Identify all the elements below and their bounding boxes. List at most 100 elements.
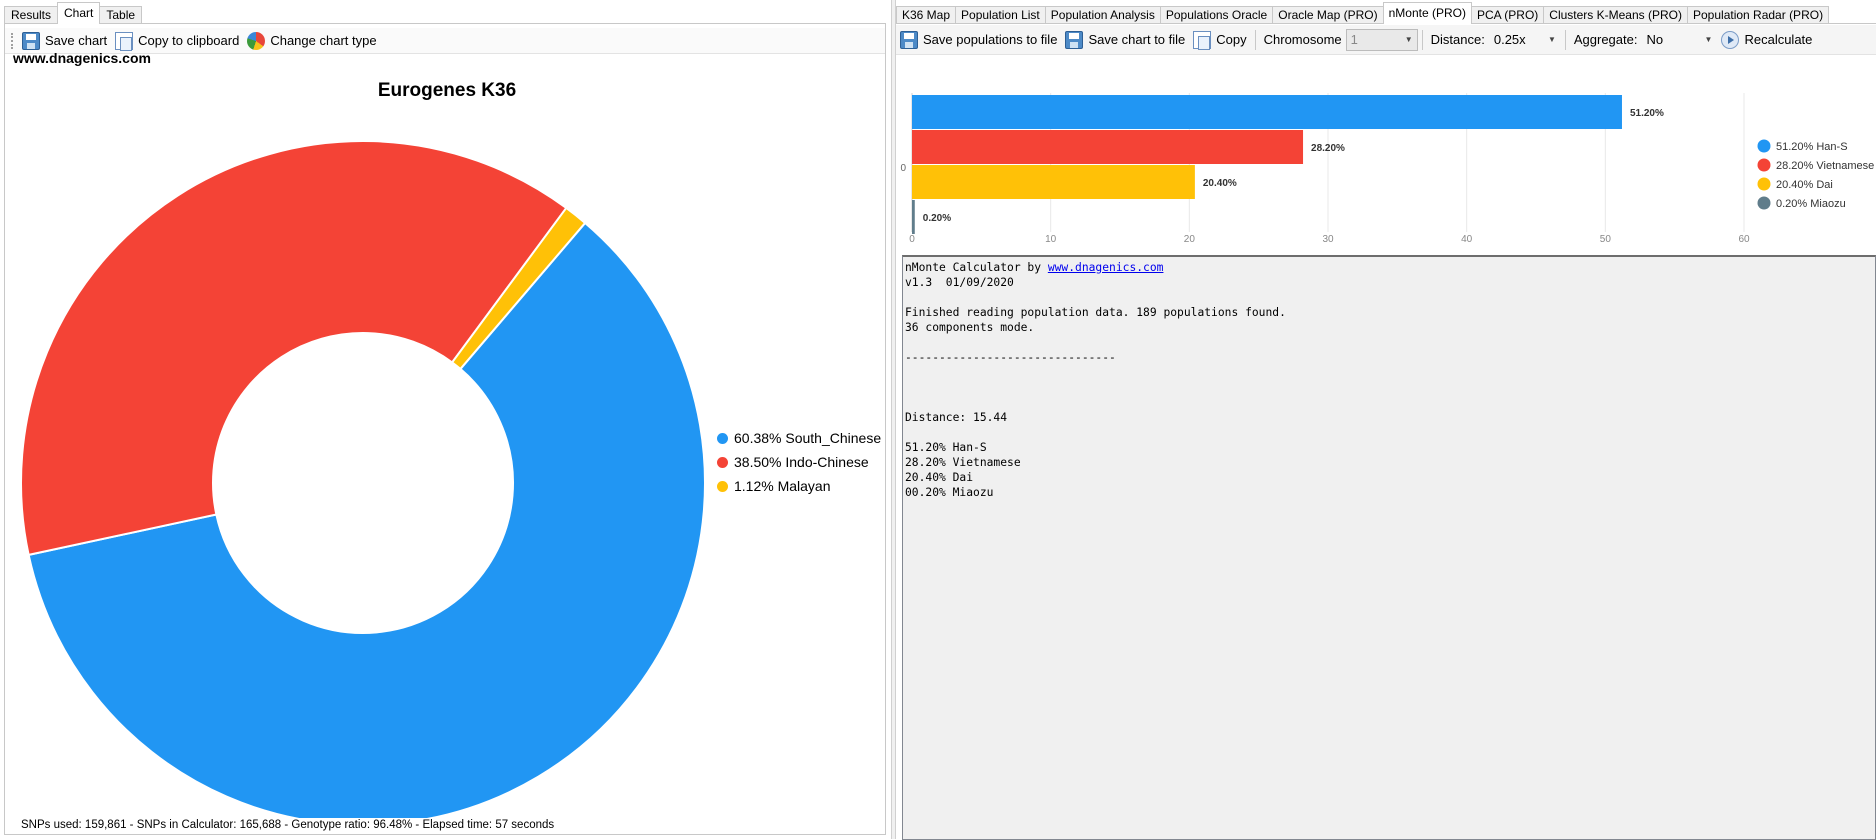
legend-label: 51.20% Han-S: [1776, 141, 1848, 153]
tab-population-list[interactable]: Population List: [955, 6, 1046, 24]
recalculate-label: Recalculate: [1744, 32, 1813, 47]
save-chart-to-file-label: Save chart to file: [1088, 32, 1186, 47]
save-chart-to-file-button[interactable]: Save chart to file: [1061, 29, 1189, 51]
legend-label: 38.50% Indo-Chinese: [734, 454, 869, 470]
legend-label: 28.20% Vietnamese: [1776, 160, 1874, 172]
nmonte-tabpage: Save populations to file Save chart to f…: [896, 23, 1876, 840]
chevron-down-icon: ▼: [1704, 35, 1713, 44]
save-populations-label: Save populations to file: [923, 32, 1058, 47]
x-tick-label: 60: [1738, 234, 1750, 245]
legend-item[interactable]: 38.50% Indo-Chinese: [717, 450, 881, 474]
chevron-down-icon: ▼: [1547, 35, 1556, 44]
legend-dot: [1757, 139, 1771, 153]
aggregate-select[interactable]: No ▼: [1641, 29, 1717, 51]
recalculate-button[interactable]: Recalculate: [1717, 29, 1816, 51]
nmonte-output-text[interactable]: nMonte Calculator by www.dnagenics.com v…: [902, 255, 1876, 840]
chart-toolbar: Save chart Copy to clipboard Change char…: [5, 28, 885, 54]
x-tick-label: 20: [1184, 234, 1196, 245]
nmonte-toolbar: Save populations to file Save chart to f…: [896, 25, 1876, 55]
chromosome-label: Chromosome: [1263, 32, 1342, 47]
tab-results[interactable]: Results: [4, 6, 59, 24]
left-pane: Results Chart Table Save chart Copy to c…: [0, 0, 891, 839]
donut-chart: [20, 140, 706, 818]
legend-label: 20.40% Dai: [1776, 179, 1833, 191]
bar-data-label: 0.20%: [923, 213, 951, 224]
bar-han-s[interactable]: [912, 95, 1622, 129]
floppy-disk-icon: [1065, 30, 1084, 49]
toolbar-separator: [1254, 29, 1256, 50]
toolbar-separator: [1564, 29, 1566, 50]
output-header: nMonte Calculator by: [905, 261, 1048, 274]
bar-vietnamese[interactable]: [912, 130, 1304, 164]
distance-select[interactable]: 0.25x ▼: [1489, 29, 1561, 51]
save-chart-button[interactable]: Save chart: [18, 30, 111, 52]
legend-label: 60.38% South_Chinese: [734, 430, 882, 446]
legend-dot: [717, 480, 728, 492]
left-tabstrip: Results Chart Table: [0, 0, 143, 24]
copy-icon: [115, 31, 134, 51]
floppy-disk-icon: [900, 30, 918, 49]
nmonte-bar-chart: 0 10 20 30 40 50 60 0 51.20% 28.20% 20.40% 0.20% 51.…: [896, 57, 1876, 253]
x-tick-label: 10: [1045, 234, 1057, 245]
chart-tabpage: Save chart Copy to clipboard Change char…: [4, 23, 886, 835]
bar-dai[interactable]: [912, 165, 1195, 199]
donut-slice-malayan[interactable]: [450, 206, 587, 371]
save-chart-label: Save chart: [45, 33, 108, 48]
floppy-disk-icon: [22, 31, 40, 50]
copy-to-clipboard-label: Copy to clipboard: [138, 33, 240, 48]
legend-item[interactable]: 1.12% Malayan: [717, 474, 881, 498]
bar-data-label: 20.40%: [1203, 178, 1237, 189]
y-axis-label: 0: [900, 163, 906, 174]
legend-dot: [1757, 177, 1771, 191]
tab-chart[interactable]: Chart: [57, 2, 101, 24]
x-tick-label: 0: [909, 234, 915, 245]
toolbar-separator: [1421, 29, 1423, 50]
tab-nmonte-pro[interactable]: nMonte (PRO): [1382, 2, 1472, 24]
aggregate-label: Aggregate:: [1573, 32, 1638, 47]
toolbar-grip[interactable]: [11, 32, 14, 49]
change-chart-type-button[interactable]: Change chart type: [243, 30, 380, 52]
pane-splitter[interactable]: [891, 0, 896, 839]
tab-population-radar-pro[interactable]: Population Radar (PRO): [1687, 6, 1830, 24]
legend-label: 1.12% Malayan: [734, 478, 831, 494]
tab-clusters-k-means-pro[interactable]: Clusters K-Means (PRO): [1543, 6, 1688, 24]
site-watermark: www.dnagenics.com: [13, 50, 151, 66]
tab-populations-oracle[interactable]: Populations Oracle: [1159, 6, 1274, 24]
play-icon: [1721, 30, 1740, 49]
tab-pca-pro[interactable]: PCA (PRO): [1470, 6, 1545, 24]
legend-dot: [717, 456, 728, 468]
change-chart-type-label: Change chart type: [270, 33, 377, 48]
legend-dot: [1757, 158, 1771, 172]
chevron-down-icon: ▼: [1404, 35, 1413, 44]
legend-dot: [717, 432, 728, 444]
legend-item[interactable]: 60.38% South_Chinese: [717, 426, 881, 450]
tab-oracle-map-pro[interactable]: Oracle Map (PRO): [1272, 6, 1384, 24]
chromosome-select[interactable]: 1 ▼: [1345, 28, 1418, 51]
right-tabstrip: K36 Map Population List Population Analysi…: [896, 0, 1830, 24]
copy-to-clipboard-button[interactable]: Copy to clipboard: [111, 30, 243, 52]
donut-legend: 60.38% South_Chinese 38.50% Indo-Chinese 1…: [717, 426, 881, 498]
aggregate-value: No: [1646, 32, 1664, 47]
x-tick-label: 50: [1600, 234, 1612, 245]
legend-label: 0.20% Miaozu: [1776, 198, 1846, 210]
legend-dot: [1757, 196, 1771, 210]
donut-slice-south-chinese[interactable]: [27, 221, 706, 818]
x-tick-label: 30: [1322, 234, 1334, 245]
tab-k36-map[interactable]: K36 Map: [896, 6, 957, 24]
chart-title: Eurogenes K36: [377, 80, 517, 101]
copy-button[interactable]: Copy: [1189, 29, 1250, 51]
pie-chart-icon: [247, 31, 266, 50]
dnagenics-link[interactable]: www.dnagenics.com: [1047, 261, 1164, 274]
tab-population-analysis[interactable]: Population Analysis: [1044, 6, 1161, 24]
bar-miaozu[interactable]: [912, 200, 915, 234]
donut-slice-indo-chinese[interactable]: [20, 140, 568, 557]
x-tick-label: 40: [1461, 234, 1473, 245]
right-pane: K36 Map Population List Population Analysi…: [896, 0, 1876, 840]
distance-label: Distance:: [1430, 32, 1485, 47]
save-populations-button[interactable]: Save populations to file: [896, 29, 1061, 51]
copy-label: Copy: [1216, 32, 1247, 47]
bar-data-label: 51.20%: [1630, 108, 1664, 119]
output-body: v1.3 01/09/2020 Finished reading populat…: [905, 276, 1286, 499]
copy-icon: [1193, 30, 1212, 50]
tab-table[interactable]: Table: [99, 6, 143, 24]
